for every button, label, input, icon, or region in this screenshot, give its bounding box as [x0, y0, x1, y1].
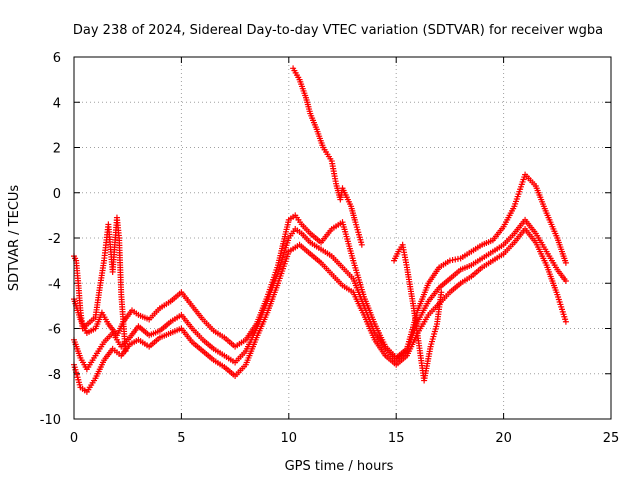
- x-tick-label: 20: [495, 431, 512, 446]
- x-tick-label: 25: [603, 431, 620, 446]
- y-tick-label: 6: [53, 51, 61, 66]
- y-tick-label: -6: [48, 323, 61, 338]
- x-tick-label: 0: [70, 431, 78, 446]
- data-point: [562, 259, 569, 266]
- x-axis-label: GPS time / hours: [285, 459, 394, 474]
- y-tick-label: 4: [53, 96, 61, 111]
- chart-title: Day 238 of 2024, Sidereal Day-to-day VTE…: [73, 23, 603, 38]
- axis-ticks: 0 5 10 15 20 25 -10 -8 -6 -4 -2 0 2 4 6: [40, 51, 620, 446]
- y-tick-label: -8: [48, 368, 61, 383]
- plot-frame: [73, 56, 612, 420]
- x-tick-label: 15: [388, 431, 405, 446]
- y-tick-label: 2: [53, 142, 61, 157]
- data-point: [122, 348, 129, 355]
- x-tick-label: 5: [177, 431, 185, 446]
- data-point: [562, 277, 569, 284]
- y-tick-label: -2: [48, 232, 61, 247]
- data-point: [562, 318, 569, 325]
- data-points: [71, 65, 569, 395]
- y-tick-label: -4: [48, 277, 61, 292]
- y-tick-label: -10: [40, 413, 61, 428]
- y-axis-label: SDTVAR / TECUs: [7, 185, 22, 292]
- series-spikes: [71, 65, 445, 384]
- data-point: [438, 289, 445, 296]
- y-tick-label: 0: [53, 187, 61, 202]
- x-tick-label: 10: [281, 431, 298, 446]
- grid: [74, 57, 611, 419]
- series-track-c: [71, 225, 569, 395]
- data-point: [358, 241, 365, 248]
